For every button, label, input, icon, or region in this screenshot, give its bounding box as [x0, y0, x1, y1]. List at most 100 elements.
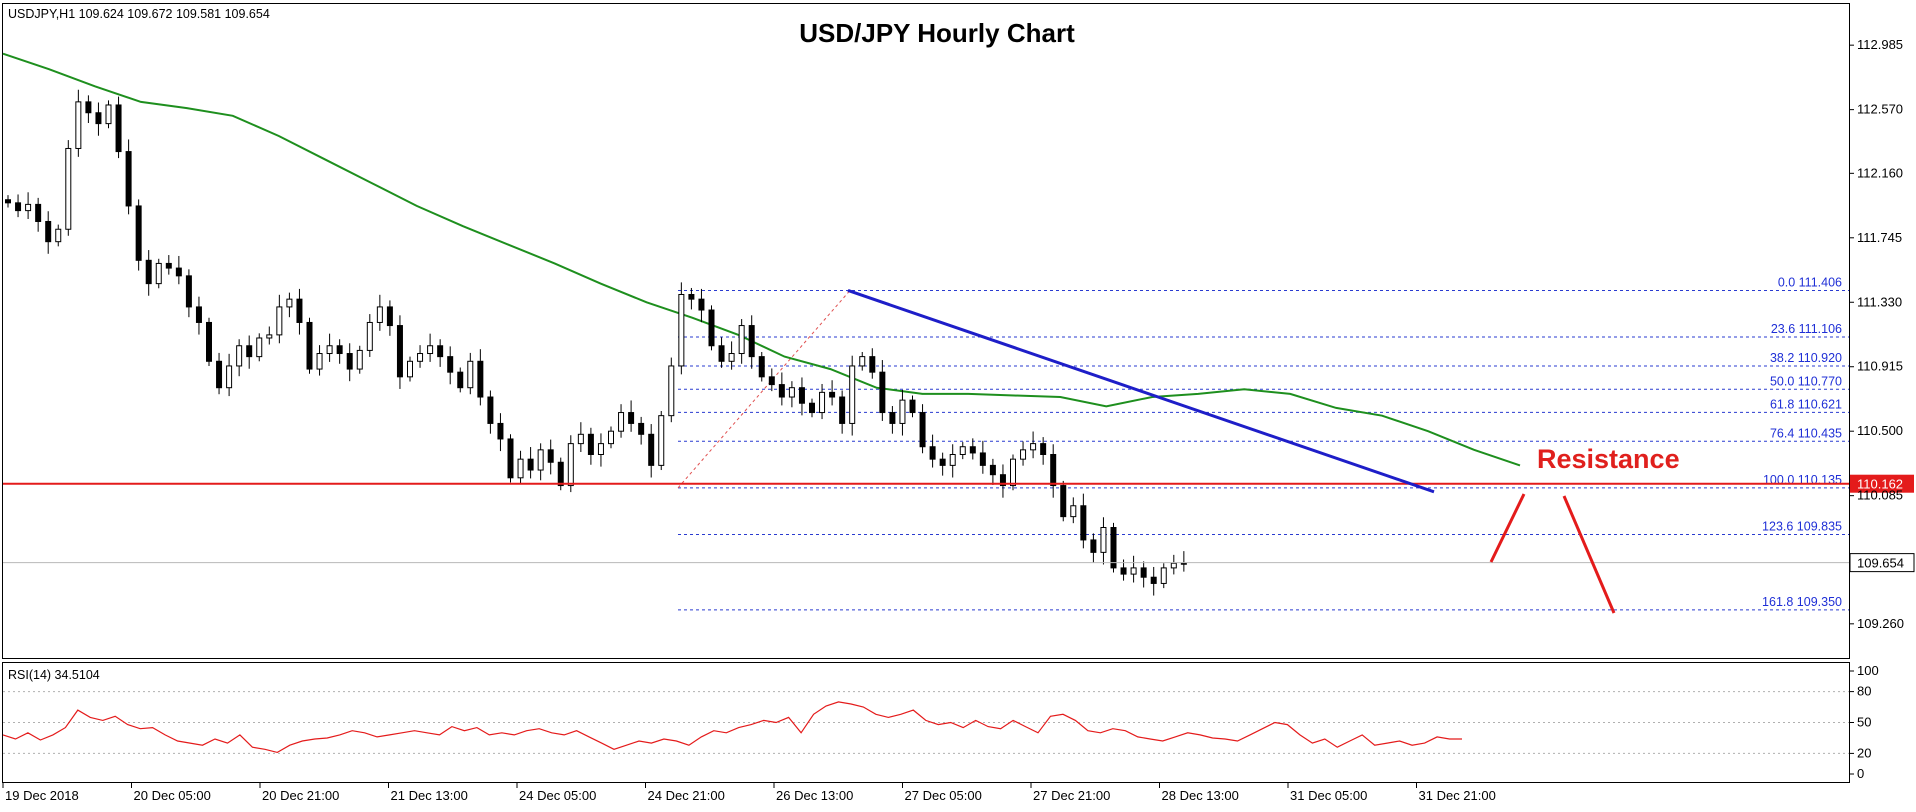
candle-body — [195, 306, 202, 323]
candle-body — [497, 422, 504, 440]
rsi-tick-label: 20 — [1857, 745, 1871, 760]
candle-body — [839, 396, 846, 424]
candle-body — [276, 306, 283, 336]
candle-body — [929, 446, 936, 460]
candle-body — [778, 384, 785, 398]
candle-body — [125, 151, 132, 207]
candle-body — [417, 353, 424, 362]
candle-body — [969, 446, 976, 454]
candle-body — [939, 458, 946, 466]
candle-body — [959, 446, 966, 455]
candle-body — [899, 399, 906, 424]
price-axis: 112.985 112.570 112.160 111.745 111.330 110.9… — [1849, 37, 1904, 631]
candle-body — [85, 101, 92, 114]
fib-level-label: 123.6 109.835 — [1762, 520, 1842, 534]
candle-body — [728, 353, 735, 362]
candle-body — [1150, 576, 1157, 584]
price-tick-label: 110.085 — [1857, 488, 1903, 503]
moving-average-line — [2, 52, 1521, 467]
date-tick-label: 27 Dec 05:00 — [905, 788, 982, 803]
candle-body — [1080, 505, 1087, 541]
candle-body — [35, 203, 42, 222]
fib-level-label: 0.0 111.406 — [1778, 275, 1842, 289]
candle-body — [286, 298, 293, 308]
candle-body — [376, 306, 383, 323]
candle-body — [708, 309, 715, 347]
candle-body — [1180, 562, 1187, 565]
candle-body — [45, 220, 52, 243]
candle-body — [587, 433, 594, 455]
candle-body — [1110, 527, 1117, 569]
candle-body — [105, 104, 112, 125]
candle-body — [306, 321, 313, 370]
candle-body — [386, 306, 393, 327]
candle-body — [1100, 527, 1107, 553]
candle-body — [477, 360, 484, 398]
candle-body — [175, 267, 182, 277]
candle-body — [115, 104, 122, 153]
candle-body — [256, 337, 263, 358]
candle-body — [879, 371, 886, 414]
horizontal-line-price-label: 110.162 — [1857, 477, 1903, 492]
date-tick-label: 26 Dec 13:00 — [776, 788, 853, 803]
fib-level-label: 50.0 110.770 — [1770, 374, 1842, 388]
candle-body — [206, 321, 212, 362]
candle-body — [748, 325, 755, 358]
moving-average-group — [2, 52, 1521, 467]
rsi-label: RSI(14) 34.5104 — [8, 668, 100, 682]
candle-body — [859, 356, 866, 367]
projection-down-line — [1562, 495, 1616, 614]
candle-body — [145, 259, 152, 285]
rsi-tick-label: 50 — [1857, 715, 1871, 730]
candle-body — [949, 453, 956, 466]
candle-body — [366, 321, 373, 351]
candle-body — [296, 298, 303, 323]
candle-body — [919, 412, 926, 448]
date-tick-label: 19 Dec 2018 — [5, 788, 79, 803]
candle-body — [1020, 449, 1027, 460]
date-tick-label: 28 Dec 13:00 — [1162, 788, 1239, 803]
price-tick-label: 110.500 — [1857, 423, 1903, 438]
candle-body — [155, 262, 162, 285]
candle-body — [316, 353, 323, 370]
candle-body — [1010, 458, 1016, 487]
candle-body — [1050, 453, 1057, 487]
projection-up-line — [1489, 493, 1526, 563]
candle-body — [517, 458, 524, 479]
candle-body — [979, 452, 986, 466]
date-tick-label: 24 Dec 05:00 — [519, 788, 596, 803]
date-tick-label: 31 Dec 05:00 — [1290, 788, 1367, 803]
candle-body — [1070, 505, 1077, 518]
candle-body — [718, 345, 725, 362]
candle-body — [326, 345, 333, 355]
candle-body — [698, 298, 705, 311]
candle-body — [537, 449, 544, 471]
candle-body — [336, 345, 343, 355]
current-price-badge — [1849, 553, 1915, 573]
rsi-line — [2, 701, 1462, 754]
candle-body — [437, 345, 444, 358]
rsi-panel-frame — [2, 662, 1850, 783]
candle-body — [658, 415, 665, 466]
candle-body — [15, 202, 22, 212]
candle-body — [628, 412, 635, 424]
candle-body — [216, 360, 223, 389]
candle-body — [165, 262, 172, 269]
candle-body — [407, 360, 413, 378]
candle-body — [648, 433, 655, 466]
candle-body — [1090, 539, 1097, 553]
candle-body — [447, 356, 454, 373]
candle-body — [75, 101, 82, 149]
candle-body — [467, 360, 474, 389]
fib-level-label: 161.8 109.350 — [1762, 595, 1842, 609]
candle-body — [95, 112, 102, 125]
candle-body — [226, 365, 233, 389]
date-tick-label: 20 Dec 05:00 — [134, 788, 211, 803]
candle-body — [457, 371, 464, 389]
price-tick-label: 109.260 — [1857, 616, 1904, 631]
overlay-lines: 110.162 109.654 — [3, 289, 1915, 614]
candle-body — [909, 399, 916, 414]
fib-level-label: 61.8 110.621 — [1770, 397, 1842, 411]
candle-body — [768, 376, 775, 386]
candle-body — [547, 449, 554, 463]
